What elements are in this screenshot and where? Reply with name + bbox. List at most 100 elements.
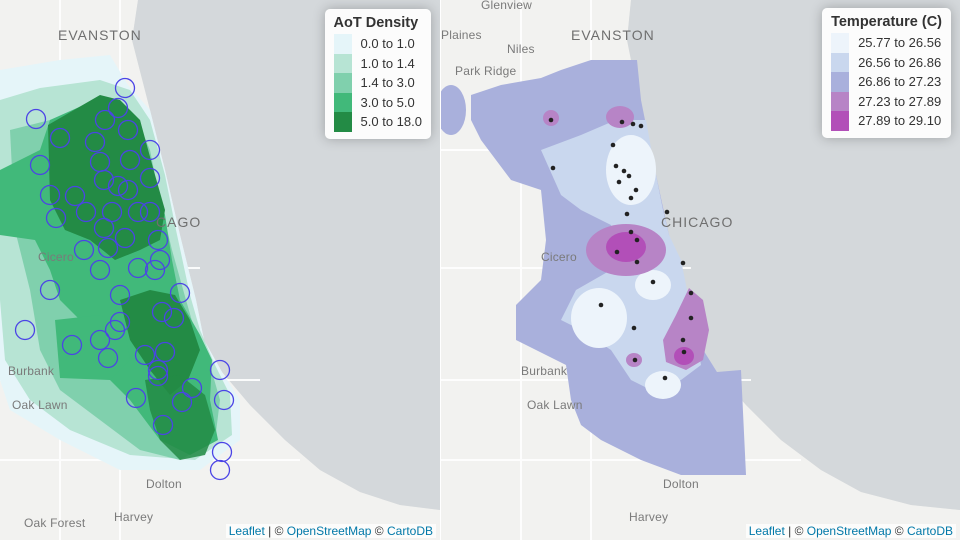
aot-node-marker[interactable] [97, 237, 119, 259]
aot-node-marker[interactable] [39, 279, 61, 301]
aot-node-marker[interactable] [107, 97, 129, 119]
sensor-point[interactable] [621, 168, 627, 174]
sensor-point[interactable] [632, 357, 638, 363]
aot-node-marker[interactable] [139, 201, 161, 223]
aot-node-marker[interactable] [152, 414, 174, 436]
legend-item: 3.0 to 5.0 [333, 92, 422, 112]
sensor-point[interactable] [634, 259, 640, 265]
aot-node-marker[interactable] [169, 282, 191, 304]
sensor-point[interactable] [626, 173, 632, 179]
aot-node-marker[interactable] [84, 131, 106, 153]
sensor-point[interactable] [616, 179, 622, 185]
aot-node-marker[interactable] [147, 229, 169, 251]
place-label-harvey: Harvey [629, 510, 669, 524]
sensor-point[interactable] [680, 260, 686, 266]
place-label-park-ridge: Park Ridge [455, 64, 517, 78]
aot-node-marker[interactable] [25, 108, 47, 130]
aot-node-marker[interactable] [181, 377, 203, 399]
aot-node-marker[interactable] [45, 207, 67, 229]
aot-node-marker[interactable] [171, 391, 193, 413]
aot-node-marker[interactable] [89, 259, 111, 281]
leaflet-link[interactable]: Leaflet [228, 524, 265, 538]
openstreetmap-link[interactable]: OpenStreetMap [286, 524, 372, 538]
aot-node-marker[interactable] [114, 227, 136, 249]
aot-node-marker[interactable] [117, 119, 139, 141]
aot-node-marker[interactable] [94, 109, 116, 131]
cartodb-link[interactable]: CartoDB [386, 524, 433, 538]
aot-node-marker[interactable] [93, 217, 115, 239]
aot-node-marker[interactable] [147, 359, 169, 381]
sensor-point[interactable] [614, 249, 620, 255]
aot-node-marker[interactable] [39, 184, 61, 206]
aot-node-marker[interactable] [14, 319, 36, 341]
legend-swatch [333, 73, 352, 93]
legend-item: 0.0 to 1.0 [333, 34, 422, 54]
sensor-point[interactable] [628, 229, 634, 235]
aot-node-marker[interactable] [213, 389, 235, 411]
temperature-legend: Temperature (C) 25.77 to 26.56 26.56 to 2… [822, 8, 951, 138]
map-attribution: Leaflet | © OpenStreetMap © CartoDB [225, 524, 436, 538]
sensor-point[interactable] [598, 302, 604, 308]
aot-node-marker[interactable] [144, 259, 166, 281]
aot-node-marker[interactable] [211, 441, 233, 463]
aot-node-marker[interactable] [209, 459, 231, 481]
aot-node-marker[interactable] [127, 257, 149, 279]
sensor-point[interactable] [548, 117, 554, 123]
sensor-point[interactable] [662, 375, 668, 381]
aot-node-marker[interactable] [73, 239, 95, 261]
aot-density-map[interactable]: EVANSTON CAGO Cicero Burbank Oak Lawn Do… [0, 0, 440, 540]
sensor-point[interactable] [638, 123, 644, 129]
sensor-point[interactable] [633, 187, 639, 193]
aot-node-marker[interactable] [125, 387, 147, 409]
sensor-point[interactable] [634, 237, 640, 243]
aot-node-marker[interactable] [149, 249, 171, 271]
sensor-point[interactable] [628, 195, 634, 201]
aot-node-marker[interactable] [151, 301, 173, 323]
aot-node-marker[interactable] [93, 169, 115, 191]
sensor-point[interactable] [630, 121, 636, 127]
aot-node-marker[interactable] [61, 334, 83, 356]
aot-node-marker[interactable] [127, 201, 149, 223]
aot-node-marker[interactable] [114, 77, 136, 99]
aot-node-marker[interactable] [97, 347, 119, 369]
temp-band-light-west-edge [441, 85, 466, 135]
aot-node-marker[interactable] [139, 167, 161, 189]
aot-node-marker[interactable] [49, 127, 71, 149]
sensor-point[interactable] [688, 315, 694, 321]
aot-node-marker[interactable] [75, 201, 97, 223]
sensor-point[interactable] [619, 119, 625, 125]
aot-node-marker[interactable] [117, 179, 139, 201]
place-label-harvey: Harvey [114, 510, 154, 524]
sensor-point[interactable] [680, 337, 686, 343]
aot-node-marker[interactable] [104, 319, 126, 341]
sensor-point[interactable] [681, 349, 687, 355]
sensor-point[interactable] [650, 279, 656, 285]
aot-node-marker[interactable] [109, 284, 131, 306]
aot-node-marker[interactable] [154, 341, 176, 363]
leaflet-link[interactable]: Leaflet [748, 524, 785, 538]
aot-node-marker[interactable] [209, 359, 231, 381]
aot-node-marker[interactable] [147, 365, 169, 387]
aot-node-marker[interactable] [101, 201, 123, 223]
aot-node-marker[interactable] [64, 185, 86, 207]
sensor-point[interactable] [624, 211, 630, 217]
place-label-niles: Niles [507, 42, 535, 56]
aot-node-marker[interactable] [107, 175, 129, 197]
sensor-point[interactable] [664, 209, 670, 215]
legend-label: 0.0 to 1.0 [360, 36, 415, 52]
aot-node-marker[interactable] [89, 329, 111, 351]
sensor-point[interactable] [631, 325, 637, 331]
aot-node-marker[interactable] [119, 149, 141, 171]
aot-node-marker[interactable] [134, 344, 156, 366]
openstreetmap-link[interactable]: OpenStreetMap [806, 524, 892, 538]
aot-node-marker[interactable] [139, 139, 161, 161]
sensor-point[interactable] [688, 290, 694, 296]
sensor-point[interactable] [610, 142, 616, 148]
temperature-map[interactable]: Glenview Plaines Niles Park Ridge EVANST… [441, 0, 960, 540]
cartodb-link[interactable]: CartoDB [906, 524, 953, 538]
sensor-point[interactable] [550, 165, 556, 171]
map-canvas-left[interactable] [0, 0, 440, 540]
aot-node-marker[interactable] [29, 154, 51, 176]
sensor-point[interactable] [613, 163, 619, 169]
aot-node-marker[interactable] [163, 307, 185, 329]
